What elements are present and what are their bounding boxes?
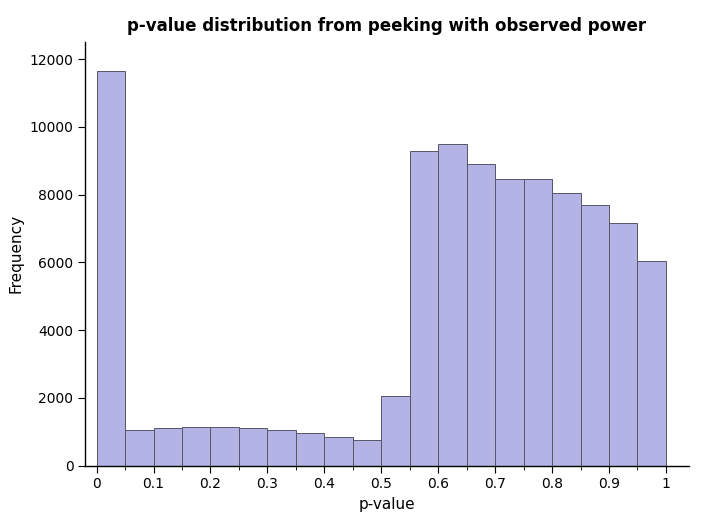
Bar — [125, 430, 153, 466]
Y-axis label: Frequency: Frequency — [9, 214, 24, 294]
Bar — [239, 428, 268, 466]
Bar — [609, 223, 638, 466]
Bar — [552, 193, 581, 466]
Bar — [466, 164, 495, 466]
Bar — [353, 440, 381, 466]
Bar — [210, 426, 239, 466]
Bar — [581, 205, 609, 466]
Bar — [523, 179, 552, 466]
Bar — [182, 426, 210, 466]
Bar — [268, 430, 296, 466]
Bar — [324, 437, 353, 466]
Bar — [153, 428, 182, 466]
Title: p-value distribution from peeking with observed power: p-value distribution from peeking with o… — [127, 17, 647, 35]
Bar — [438, 144, 466, 466]
Bar — [381, 396, 410, 466]
Bar — [410, 151, 438, 466]
Bar — [97, 71, 125, 466]
Bar — [495, 179, 523, 466]
Bar — [638, 261, 666, 466]
X-axis label: p-value: p-value — [359, 497, 415, 512]
Bar — [296, 433, 324, 466]
